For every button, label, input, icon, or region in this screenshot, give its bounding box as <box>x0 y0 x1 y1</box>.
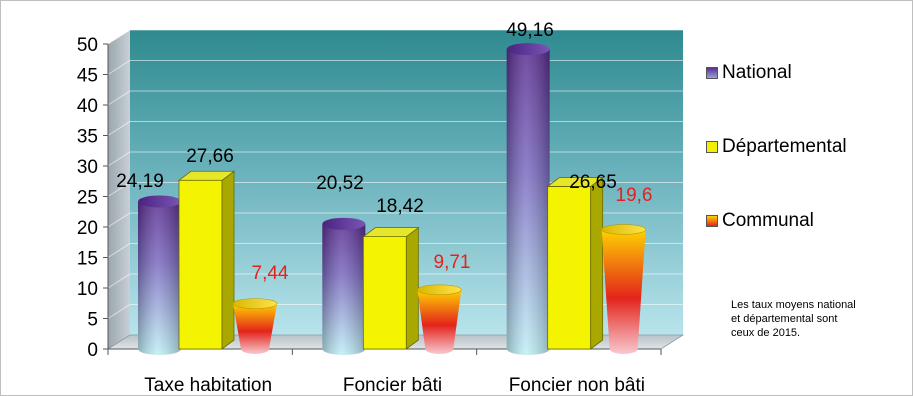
bar-communal <box>233 303 277 354</box>
note-line: Les taux moyens national <box>731 299 856 311</box>
y-tick-label: 35 <box>77 127 98 148</box>
data-label: 24,19 <box>116 171 164 192</box>
data-label: 18,42 <box>376 196 424 217</box>
legend-swatch-communal <box>706 215 718 227</box>
bar-communal-top <box>601 224 646 235</box>
gridline <box>107 90 683 106</box>
bar-departemental-top <box>362 227 420 238</box>
note-line: et départemental sont <box>731 313 838 325</box>
data-label: 26,65 <box>569 172 617 193</box>
bar-departemental <box>178 179 223 350</box>
y-tick-label: 50 <box>77 35 98 56</box>
y-tick-label: 5 <box>87 310 98 331</box>
bar-communal <box>417 289 462 354</box>
bar-communal-top <box>232 298 278 309</box>
y-tick-label: 45 <box>77 66 98 87</box>
x-category-label: Foncier bâti <box>343 375 442 396</box>
legend: National Départemental Communal <box>706 0 906 300</box>
bar-departemental-side <box>221 170 235 350</box>
bar-national-top <box>322 217 366 230</box>
y-tick-label: 25 <box>77 188 98 209</box>
gridline <box>107 243 683 258</box>
bar-national-top <box>506 43 550 56</box>
gridline <box>107 29 683 45</box>
bar-departemental-top <box>546 177 604 187</box>
x-category-label: Foncier non bâti <box>509 375 645 396</box>
legend-swatch-departemental <box>706 141 718 153</box>
data-label: 49,16 <box>506 20 554 41</box>
legend-item-national: National <box>706 62 792 84</box>
y-tick-label: 40 <box>77 96 98 117</box>
data-label: 19,6 <box>616 185 653 206</box>
legend-item-departemental: Départemental <box>706 136 847 158</box>
bar-communal <box>601 229 646 354</box>
y-tick-label: 20 <box>77 218 98 239</box>
data-label: 7,44 <box>252 263 289 284</box>
bar-departemental <box>547 186 592 350</box>
gridline <box>107 182 683 197</box>
bar-national-top <box>138 195 181 208</box>
legend-swatch-national <box>706 67 718 79</box>
legend-label-communal: Communal <box>722 210 814 231</box>
gridline <box>107 121 683 136</box>
bar-departemental-side <box>590 176 604 350</box>
data-label: 9,71 <box>434 252 471 273</box>
note-line: ceux de 2015. <box>731 327 801 339</box>
gridline <box>107 60 683 75</box>
y-tick-label: 0 <box>87 340 98 361</box>
x-category-label: Taxe habitation <box>144 375 272 396</box>
bar-national-shade <box>138 201 181 355</box>
y-tick-label: 30 <box>77 157 98 178</box>
legend-label-national: National <box>722 62 792 83</box>
bar-communal-top <box>417 284 462 296</box>
legend-item-communal: Communal <box>706 210 814 232</box>
data-label: 27,66 <box>186 146 234 167</box>
data-label: 20,52 <box>316 173 364 194</box>
bar-departemental-side <box>405 226 419 350</box>
legend-label-departemental: Départemental <box>722 136 847 157</box>
y-tick-label: 10 <box>77 279 98 300</box>
gridline <box>107 304 683 319</box>
gridline <box>107 212 683 228</box>
bar-departemental-top <box>177 170 236 181</box>
y-tick-label: 15 <box>77 249 98 270</box>
gridline <box>107 273 683 289</box>
gridline <box>107 151 683 167</box>
chart-note: Les taux moyens national et départementa… <box>731 298 896 340</box>
bar-national-shade <box>322 223 366 355</box>
bar-national-shade <box>506 49 550 356</box>
bar-departemental <box>362 236 407 350</box>
